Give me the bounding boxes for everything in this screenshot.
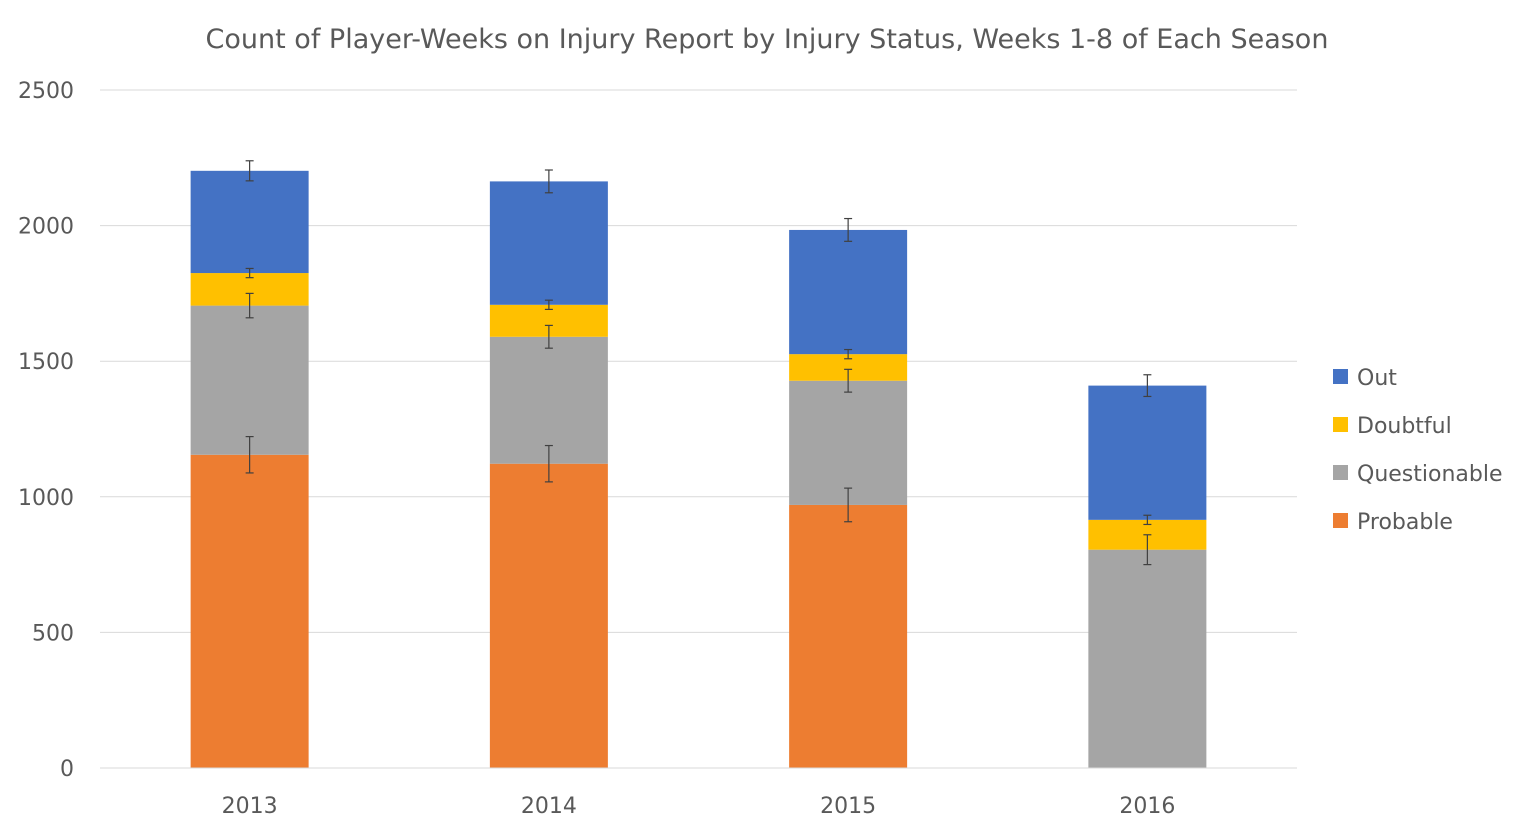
x-tick-label: 2014 [521,794,577,819]
x-tick-label: 2015 [820,794,876,819]
legend-label: Probable [1357,510,1453,535]
bar-probable-2013 [190,454,309,768]
legend-item-probable: Probable [1333,510,1453,535]
bar-out-2016 [1088,385,1207,520]
bar-out-2013 [190,170,309,274]
y-tick-label: 2500 [18,79,74,104]
error-bars [245,160,1152,566]
bar-questionable-2016 [1088,549,1207,768]
bar-questionable-2014 [489,336,608,464]
x-axis: 2013 2014 2015 2016 [100,767,1297,819]
error-bar-doubtful-2014 [544,299,553,311]
error-bar-out-2015 [844,217,853,242]
error-bar-doubtful-2015 [844,348,853,360]
legend-swatch [1333,465,1348,480]
error-bar-probable-2014 [544,444,553,483]
y-tick-label: 2000 [18,215,74,240]
bar-out-2015 [789,229,908,355]
bar-questionable-2013 [190,305,309,455]
error-bar-out-2016 [1143,374,1152,398]
legend-swatch [1333,513,1348,528]
y-tick-label: 1500 [18,350,74,375]
error-bar-probable-2015 [844,487,853,523]
error-bar-questionable-2013 [245,292,254,319]
y-tick-label: 500 [32,621,74,646]
error-bar-probable-2013 [245,435,254,474]
legend-label: Out [1357,366,1397,391]
legend-swatch [1333,369,1348,384]
bar-questionable-2015 [789,380,908,505]
legend: Out Doubtful Questionable Probable [1333,366,1503,535]
legend-item-questionable: Questionable [1333,462,1503,487]
error-bar-out-2014 [544,169,553,194]
legend-item-out: Out [1333,366,1397,391]
bars [190,170,1207,768]
legend-item-doubtful: Doubtful [1333,414,1452,439]
bar-probable-2015 [789,504,908,768]
legend-label: Doubtful [1357,414,1452,439]
x-tick-label: 2016 [1119,794,1175,819]
x-tick-label: 2013 [222,794,278,819]
error-bar-questionable-2015 [844,368,853,393]
error-bar-questionable-2014 [544,324,553,349]
error-bar-doubtful-2013 [245,267,254,279]
y-tick-label: 0 [60,757,74,782]
chart-title: Count of Player-Weeks on Injury Report b… [206,24,1329,55]
y-axis: 0 500 1000 1500 2000 2500 [18,79,74,782]
legend-swatch [1333,417,1348,432]
y-tick-label: 1000 [18,486,74,511]
error-bar-questionable-2016 [1143,534,1152,566]
error-bar-doubtful-2016 [1143,514,1152,526]
bar-probable-2014 [489,463,608,768]
legend-label: Questionable [1357,462,1503,487]
error-bar-out-2013 [245,160,254,182]
bar-out-2014 [489,181,608,305]
